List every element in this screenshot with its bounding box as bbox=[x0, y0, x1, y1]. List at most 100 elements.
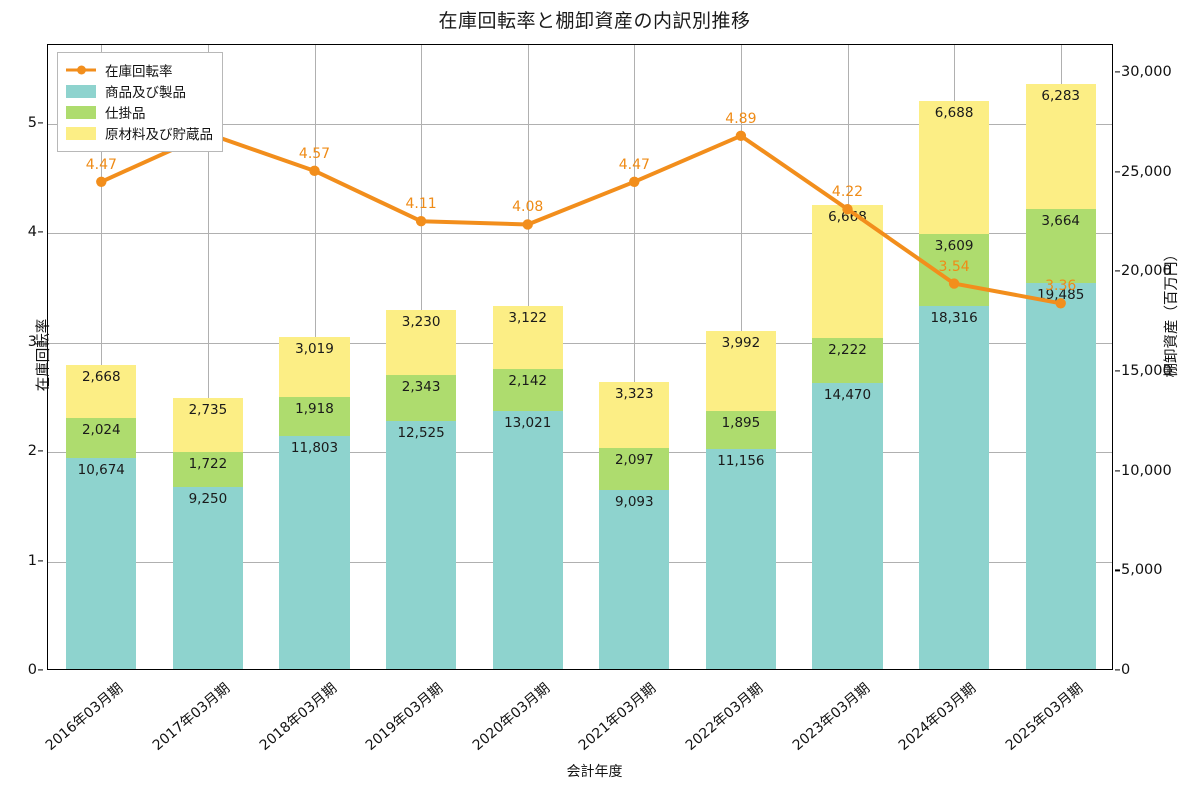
bar-value-label: 10,674 bbox=[77, 462, 125, 479]
bar-segment[interactable] bbox=[492, 411, 563, 669]
bar-segment[interactable] bbox=[705, 331, 777, 411]
bar-value-label: 2,343 bbox=[401, 378, 441, 395]
gridline-vertical bbox=[207, 45, 209, 669]
line-value-label: 4.08 bbox=[512, 199, 544, 216]
bar-value-label: 3,122 bbox=[508, 310, 548, 327]
y-axis-right-tick-label: 25,000 bbox=[1115, 164, 1189, 180]
bar-segment[interactable] bbox=[599, 447, 670, 490]
bar-value-label: 2,735 bbox=[188, 401, 228, 418]
bar-value-label: 3,323 bbox=[614, 385, 654, 402]
tick-mark bbox=[1115, 470, 1120, 472]
bar-segment[interactable] bbox=[918, 233, 990, 306]
y-axis-right-tick-label: 30,000 bbox=[1115, 64, 1189, 80]
line-value-label: 4.47 bbox=[85, 156, 117, 173]
bar-value-label: 2,222 bbox=[828, 342, 867, 359]
y-axis-right-tick-label: 20,000 bbox=[1115, 263, 1189, 279]
bar-segment[interactable] bbox=[599, 381, 670, 448]
y-axis-left-title: 在庫回転率 bbox=[35, 318, 52, 392]
bar-segment[interactable] bbox=[918, 305, 990, 669]
legend-item[interactable]: 在庫回転率 bbox=[66, 60, 213, 80]
line-value-label: 4.57 bbox=[298, 145, 331, 162]
bar-value-label: 18,316 bbox=[930, 309, 978, 326]
bar-segment[interactable] bbox=[385, 421, 457, 669]
bar-segment[interactable] bbox=[279, 435, 350, 669]
tick-mark bbox=[38, 559, 43, 562]
y-axis-left-tick-label: 0 bbox=[3, 662, 43, 678]
line-value-label: 4.22 bbox=[831, 184, 864, 201]
x-axis-tick-label: 2023年03月期 bbox=[789, 680, 873, 754]
plot-inner: 10,674 2,024 2,668 9,250 1,722 2,735 11,803 1,9… bbox=[48, 45, 1112, 669]
bar-segment[interactable] bbox=[66, 364, 137, 418]
x-axis-tick-label: 2017年03月期 bbox=[149, 680, 234, 754]
line-marker[interactable] bbox=[629, 176, 640, 188]
legend-item-label: 仕掛品 bbox=[105, 106, 146, 122]
line-value-label: 3.36 bbox=[1045, 278, 1077, 295]
legend-item-label: 商品及び製品 bbox=[105, 85, 186, 101]
bar-segment[interactable] bbox=[812, 338, 883, 383]
line-marker[interactable] bbox=[522, 219, 533, 230]
gridline-vertical bbox=[101, 45, 103, 669]
bar-segment[interactable] bbox=[385, 310, 457, 375]
tick-mark bbox=[38, 450, 43, 452]
plot-area: 10,674 2,024 2,668 9,250 1,722 2,735 11,803 1,9… bbox=[47, 44, 1113, 670]
bar-segment[interactable] bbox=[812, 382, 883, 669]
bar-segment[interactable] bbox=[66, 458, 137, 669]
line-marker[interactable] bbox=[842, 203, 853, 215]
bar-value-label: 2,142 bbox=[508, 372, 548, 389]
tick-mark bbox=[38, 341, 43, 343]
y-axis-left-tick-label: 5 bbox=[3, 115, 43, 131]
line-value-label: 4.89 bbox=[725, 110, 757, 127]
bar-segment[interactable] bbox=[492, 306, 563, 369]
x-axis-tick-label: 2022年03月期 bbox=[682, 680, 767, 754]
gridline-horizontal bbox=[48, 561, 1112, 563]
line-marker[interactable] bbox=[96, 176, 107, 188]
bar-segment[interactable] bbox=[705, 448, 777, 669]
bar-segment[interactable] bbox=[1025, 209, 1096, 283]
x-axis-title: 会計年度 bbox=[566, 764, 623, 780]
bar-value-label: 9,250 bbox=[188, 490, 228, 507]
x-axis-tick-label: 2025年03月期 bbox=[1002, 680, 1086, 754]
line-marker[interactable] bbox=[309, 165, 320, 177]
bar-value-label: 3,664 bbox=[1041, 213, 1081, 230]
bar-value-label: 3,230 bbox=[401, 314, 441, 331]
bar-value-label: 3,019 bbox=[295, 341, 334, 358]
bar-value-label: 2,097 bbox=[614, 451, 654, 468]
gridline-horizontal bbox=[48, 452, 1112, 454]
bar-segment[interactable] bbox=[279, 337, 350, 398]
legend-item[interactable]: 原材料及び貯蔵品 bbox=[66, 123, 213, 143]
line-marker[interactable] bbox=[1055, 298, 1066, 309]
bar-value-label: 11,156 bbox=[717, 452, 765, 469]
bar-segment[interactable] bbox=[918, 100, 990, 234]
bar-segment[interactable] bbox=[705, 410, 777, 449]
bar-value-label: 6,688 bbox=[934, 104, 974, 121]
y-axis-right-tick-label: 10,000 bbox=[1115, 463, 1189, 479]
bar-segment[interactable] bbox=[172, 397, 244, 453]
bar-segment[interactable] bbox=[172, 486, 244, 669]
line-marker[interactable] bbox=[735, 130, 747, 142]
gridline-vertical bbox=[634, 45, 636, 669]
bar-segment[interactable] bbox=[1025, 282, 1096, 669]
bar-segment[interactable] bbox=[385, 374, 457, 422]
bar-segment[interactable] bbox=[172, 452, 244, 487]
bar-value-label: 13,021 bbox=[504, 415, 552, 432]
legend-item-label: 原材料及び貯蔵品 bbox=[105, 127, 213, 143]
bar-value-label: 3,992 bbox=[721, 335, 761, 352]
bar-segment[interactable] bbox=[66, 417, 137, 459]
bar-segment[interactable] bbox=[1025, 84, 1096, 210]
line-marker[interactable] bbox=[948, 278, 960, 289]
x-axis-tick-label: 2016年03月期 bbox=[43, 680, 127, 754]
y-axis-right-tick-label: 15,000 bbox=[1115, 363, 1189, 379]
tick-mark bbox=[1115, 170, 1120, 173]
bar-segment[interactable] bbox=[599, 489, 670, 669]
legend-item[interactable]: 仕掛品 bbox=[66, 102, 213, 122]
line-marker[interactable] bbox=[415, 215, 427, 227]
bar-segment[interactable] bbox=[279, 397, 350, 436]
x-axis-tick-label: 2020年03月期 bbox=[469, 680, 553, 754]
y-axis-right-tick-label: 0 bbox=[1115, 662, 1189, 678]
bar-value-label: 1,722 bbox=[188, 456, 228, 473]
tick-mark bbox=[1115, 669, 1120, 671]
bar-segment[interactable] bbox=[492, 368, 563, 412]
gridline-horizontal bbox=[48, 123, 1112, 125]
legend-item[interactable]: 商品及び製品 bbox=[66, 81, 213, 101]
